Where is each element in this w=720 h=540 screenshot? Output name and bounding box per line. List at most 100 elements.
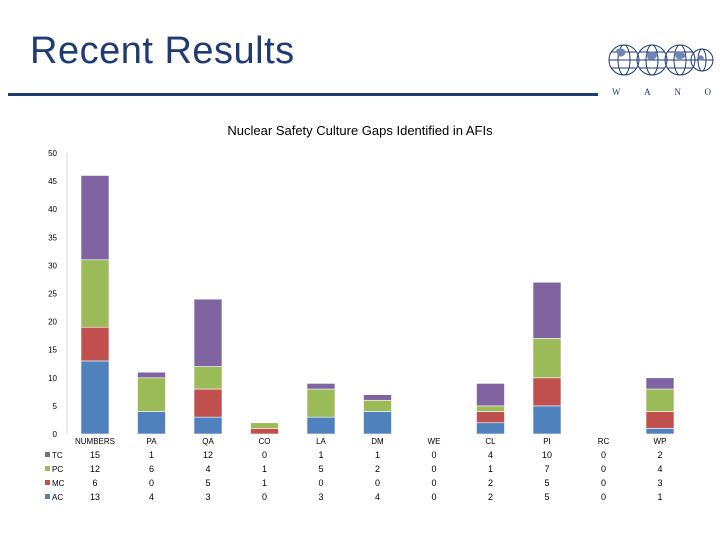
table-cell: 5: [318, 464, 323, 474]
category-label: RC: [598, 437, 610, 446]
table-cell: 0: [601, 492, 606, 502]
table-cell: 2: [375, 464, 380, 474]
logo-letters: W A N O: [612, 87, 712, 97]
table-cell: 6: [92, 478, 97, 488]
table-cell: 4: [205, 464, 210, 474]
legend-label: TC: [52, 451, 63, 460]
table-cell: 2: [488, 478, 493, 488]
legend-label: MC: [52, 479, 65, 488]
y-tick-label: 35: [48, 233, 57, 242]
y-tick-label: 40: [48, 205, 57, 214]
bar-segment-mc: [645, 411, 675, 429]
bar-segment-tc: [137, 371, 166, 379]
y-axis-ticks: 0 5 10 15 20 25 30 35 40 45 50: [48, 149, 57, 439]
table-cell: 4: [375, 492, 380, 502]
table-cell: 0: [318, 478, 323, 488]
slide-title: Recent Results: [30, 30, 295, 72]
category-label: DM: [371, 437, 384, 446]
table-cell: 0: [149, 478, 154, 488]
table-cell: 12: [203, 450, 213, 460]
y-tick-label: 0: [53, 430, 58, 439]
table-cell: 3: [205, 492, 210, 502]
bar-segment-pc: [137, 377, 166, 412]
y-tick-label: 20: [48, 318, 57, 327]
legend-swatch-mc: [45, 480, 50, 485]
y-tick-label: 15: [48, 346, 57, 355]
bar-segment-tc: [645, 377, 675, 390]
logo-letter: N: [674, 87, 682, 97]
table-cell: 1: [262, 478, 267, 488]
globe-logo-icon: [608, 44, 714, 76]
bar-segment-pc: [476, 405, 505, 412]
table-cell: 0: [601, 478, 606, 488]
category-label: QA: [202, 437, 214, 446]
table-cell: 0: [431, 450, 436, 460]
table-cell: 5: [544, 478, 549, 488]
table-cell: 0: [431, 478, 436, 488]
bar-segment-tc: [532, 281, 562, 339]
bar-segment-pc: [363, 399, 392, 412]
table-cell: 7: [544, 464, 549, 474]
y-tick-label: 30: [48, 261, 57, 270]
table-cell: 5: [544, 492, 549, 502]
bar-segment-tc: [363, 394, 392, 401]
bar-segment-tc: [476, 383, 505, 407]
table-cell: 0: [431, 464, 436, 474]
bar-segment-mc: [532, 377, 562, 407]
legend-label: PC: [52, 465, 63, 474]
category-label: WP: [654, 437, 667, 446]
bar-segment-ac: [532, 405, 562, 435]
category-label: PA: [146, 437, 157, 446]
bar-segment-ac: [306, 416, 336, 435]
table-cell: 0: [601, 464, 606, 474]
table-cell: 4: [149, 492, 154, 502]
table-cell: 0: [431, 492, 436, 502]
table-cell: 0: [375, 478, 380, 488]
table-cell: 3: [318, 492, 323, 502]
category-label: PI: [543, 437, 551, 446]
bar-segment-pc: [250, 422, 279, 429]
table-cell: 10: [542, 450, 552, 460]
bar-segment-mc: [80, 326, 110, 362]
table-cell: 0: [262, 450, 267, 460]
bar-segment-tc: [193, 298, 223, 367]
legend-label: AC: [52, 493, 63, 502]
table-cell: 5: [205, 478, 210, 488]
bar-segment-mc: [193, 388, 223, 418]
bar-segment-mc: [476, 411, 505, 424]
table-cell: 0: [601, 450, 606, 460]
table-cell: 12: [90, 464, 100, 474]
bar-segment-pc: [645, 388, 675, 412]
bar-segment-pc: [80, 259, 110, 328]
category-label: WE: [428, 437, 441, 446]
table-cell: 13: [90, 492, 100, 502]
title-rule: [8, 93, 598, 96]
bar-segment-tc: [80, 175, 110, 261]
bar-segment-pc: [306, 388, 336, 418]
table-cell: 1: [657, 492, 662, 502]
bar-segment-ac: [363, 411, 392, 435]
table-cell: 2: [488, 492, 493, 502]
table-cell: 2: [657, 450, 662, 460]
table-cell: 0: [262, 492, 267, 502]
bar-segment-ac: [80, 360, 110, 435]
table-cell: 15: [90, 450, 100, 460]
bar-segment-pc: [193, 366, 223, 390]
chart-title: Nuclear Safety Culture Gaps Identified i…: [227, 123, 493, 138]
logo-letter: O: [704, 87, 712, 97]
y-tick-label: 50: [48, 149, 57, 158]
bar-segment-mc: [250, 428, 279, 435]
legend-swatch-pc: [45, 466, 50, 471]
logo-letter: W: [612, 87, 622, 97]
table-cell: 1: [149, 450, 154, 460]
table-cell: 1: [262, 464, 267, 474]
category-label: LA: [316, 437, 326, 446]
bar-segment-ac: [645, 428, 675, 435]
bar-segment-pc: [532, 338, 562, 379]
table-cell: 4: [488, 450, 493, 460]
table-cell: 1: [488, 464, 493, 474]
table-cell: 3: [657, 478, 662, 488]
y-tick-label: 45: [48, 177, 57, 186]
